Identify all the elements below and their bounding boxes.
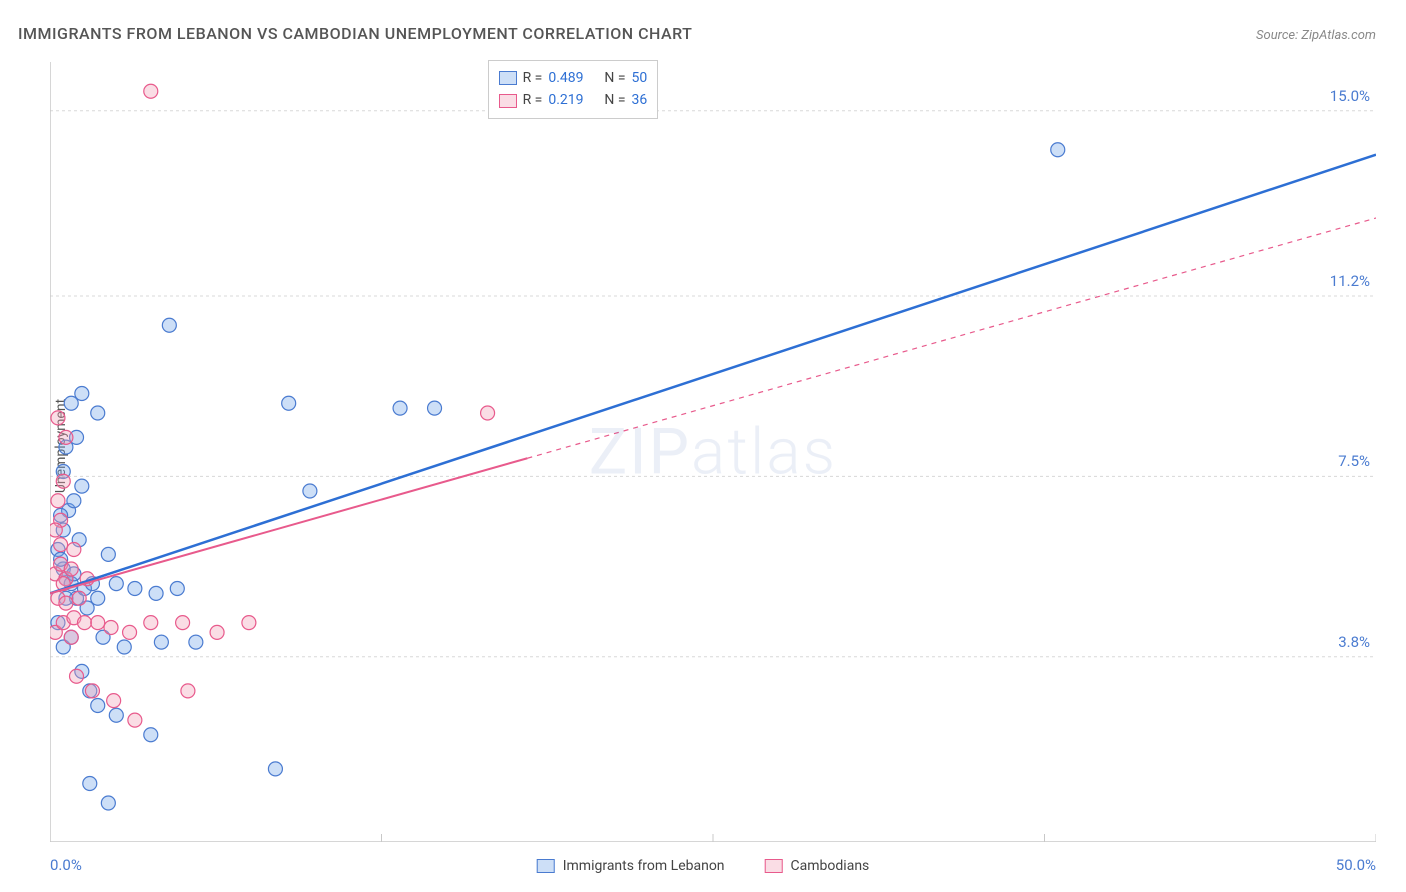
stat-r-label: R =	[523, 89, 543, 111]
chart-title: IMMIGRANTS FROM LEBANON VS CAMBODIAN UNE…	[18, 24, 692, 43]
stats-legend-row: R = 0.219 N = 36	[499, 89, 648, 111]
x-axis-min-label: 0.0%	[50, 856, 82, 874]
legend-swatch	[499, 71, 517, 85]
x-axis-max-label: 50.0%	[1336, 856, 1376, 874]
scatter-plot-svg	[50, 62, 1376, 842]
legend-label: Cambodians	[791, 858, 870, 874]
legend-swatch	[537, 859, 555, 873]
y-grid-label: 15.0%	[1330, 87, 1370, 105]
y-grid-label: 3.8%	[1338, 633, 1370, 651]
stat-r-value: 0.489	[548, 67, 598, 89]
stat-n-label: N =	[604, 67, 625, 89]
stat-r-label: R =	[523, 67, 543, 89]
bottom-legend: Immigrants from Lebanon Cambodians	[537, 858, 870, 874]
stats-legend-row: R = 0.489 N = 50	[499, 67, 648, 89]
legend-swatch	[765, 859, 783, 873]
stat-n-value: 36	[632, 89, 648, 111]
stat-n-value: 50	[632, 67, 648, 89]
legend-swatch	[499, 94, 517, 108]
bottom-legend-item: Immigrants from Lebanon	[537, 858, 725, 874]
chart-plot-area: ZIPatlas R = 0.489 N = 50 R = 0.219 N = …	[50, 62, 1376, 842]
y-grid-label: 11.2%	[1330, 272, 1370, 290]
legend-label: Immigrants from Lebanon	[563, 858, 725, 874]
bottom-legend-item: Cambodians	[765, 858, 870, 874]
source-attribution: Source: ZipAtlas.com	[1256, 28, 1376, 43]
y-grid-label: 7.5%	[1338, 452, 1370, 470]
stats-legend-box: R = 0.489 N = 50 R = 0.219 N = 36	[488, 60, 659, 119]
stat-n-label: N =	[604, 89, 625, 111]
stat-r-value: 0.219	[548, 89, 598, 111]
chart-container: IMMIGRANTS FROM LEBANON VS CAMBODIAN UNE…	[0, 0, 1406, 892]
